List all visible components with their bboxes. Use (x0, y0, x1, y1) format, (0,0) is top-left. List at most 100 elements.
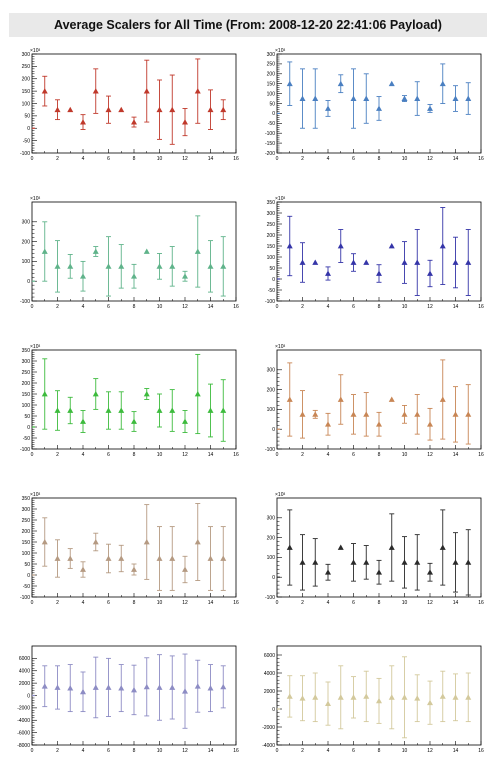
x-tick-label: 14 (453, 304, 459, 310)
data-marker (427, 421, 433, 427)
x-tick-label: 16 (233, 156, 239, 162)
x-tick-label: 4 (82, 156, 85, 162)
y-tick-label: -50 (23, 584, 30, 590)
data-marker (182, 418, 188, 424)
data-marker (350, 411, 357, 417)
data-marker (337, 544, 344, 550)
x-tick-label: 4 (327, 748, 330, 754)
x-tick-label: 12 (182, 156, 188, 162)
y-tick-label: -150 (265, 141, 275, 147)
x-tick-label: 12 (427, 600, 433, 606)
y-tick-label: 0 (27, 693, 30, 699)
plot-pad (253, 637, 488, 757)
data-marker (143, 539, 150, 545)
data-marker (350, 694, 357, 700)
x-tick-label: 8 (378, 452, 381, 458)
x-tick-label: 14 (453, 156, 459, 162)
data-marker (401, 694, 408, 700)
x-tick-label: 4 (82, 452, 85, 458)
data-marker (143, 88, 150, 94)
y-tick-label: -100 (20, 447, 30, 453)
y-tick-label: -50 (268, 121, 275, 127)
data-marker (131, 418, 137, 424)
y-tick-label: 0 (272, 277, 275, 283)
x-tick-label: 12 (427, 452, 433, 458)
y-tick-label: -100 (265, 447, 275, 453)
data-marker (376, 569, 382, 575)
data-marker (67, 263, 74, 269)
x-tick-label: 8 (133, 600, 136, 606)
y-tick-label: -4000 (17, 718, 30, 724)
data-marker (350, 559, 357, 565)
plot-pad (253, 45, 488, 165)
data-marker (143, 248, 150, 254)
scaler-plot-2: ×10³ -200 -150 -100 -50 0 50 100 150 200 250 300 0 2 4… (253, 45, 488, 165)
y-tick-label: 100 (267, 91, 276, 97)
data-marker (207, 555, 214, 561)
data-marker (325, 569, 331, 575)
scaler-plot-5: ×10³ -100 -50 0 50 100 150 200 250 300 350 0 2 4 6 8 10 1… (8, 341, 243, 461)
data-marker (414, 259, 421, 265)
data-marker (80, 418, 86, 424)
x-tick-label: 12 (427, 304, 433, 310)
data-marker (427, 270, 433, 276)
data-marker (67, 555, 74, 561)
data-marker (54, 263, 61, 269)
x-tick-label: 10 (402, 748, 408, 754)
y-tick-label: -8000 (17, 743, 30, 749)
y-tick-label: 200 (22, 77, 31, 83)
x-tick-label: 12 (427, 748, 433, 754)
y-tick-label: 200 (22, 381, 31, 387)
data-marker (220, 106, 227, 113)
data-marker (312, 411, 319, 417)
y-tick-label: -50 (23, 138, 30, 144)
y-tick-label: -200 (265, 151, 275, 157)
data-marker (414, 559, 421, 565)
data-marker (325, 270, 331, 276)
y-multiplier-label: ×10³ (275, 344, 285, 350)
x-tick-label: 2 (301, 748, 304, 754)
scaler-plot-1: ×10³ -100 -50 0 50 100 150 200 250 300 0 2 4 6 8 10 12 14… (8, 45, 243, 165)
data-marker (194, 683, 201, 689)
plot-pad (8, 45, 243, 165)
y-multiplier-label: ×10³ (30, 48, 40, 54)
x-tick-label: 6 (352, 452, 355, 458)
y-tick-label: -2000 (262, 725, 275, 731)
data-marker (105, 263, 112, 269)
y-tick-label: -100 (265, 299, 275, 305)
y-tick-label: 0 (272, 111, 275, 117)
y-tick-label: 150 (22, 392, 31, 398)
y-tick-label: 50 (269, 101, 275, 107)
data-marker (337, 396, 344, 402)
data-marker (105, 106, 112, 113)
data-marker (414, 95, 421, 101)
data-marker (312, 95, 319, 101)
data-marker (54, 684, 61, 690)
data-marker (452, 559, 459, 565)
y-tick-label: 100 (267, 407, 276, 413)
plot-pad (8, 341, 243, 461)
data-marker (376, 697, 382, 704)
title-bar: Average Scalers for All Time (From: 2008… (9, 13, 487, 37)
x-tick-label: 4 (327, 452, 330, 458)
x-tick-label: 16 (233, 304, 239, 310)
data-marker (376, 421, 382, 427)
y-tick-label: 250 (267, 222, 276, 228)
data-marker (401, 559, 408, 565)
x-tick-label: 8 (133, 156, 136, 162)
y-tick-label: 200 (267, 72, 276, 78)
data-marker (80, 688, 86, 695)
x-tick-label: 10 (402, 304, 408, 310)
data-marker (41, 539, 48, 545)
data-marker (363, 559, 370, 565)
x-tick-label: 8 (378, 600, 381, 606)
x-tick-label: 10 (402, 452, 408, 458)
y-tick-label: 6000 (19, 656, 30, 662)
data-marker (452, 259, 459, 265)
data-marker (41, 391, 48, 397)
x-tick-label: 12 (182, 452, 188, 458)
data-marker (194, 391, 201, 397)
x-tick-label: 2 (56, 600, 59, 606)
data-marker (388, 396, 395, 402)
